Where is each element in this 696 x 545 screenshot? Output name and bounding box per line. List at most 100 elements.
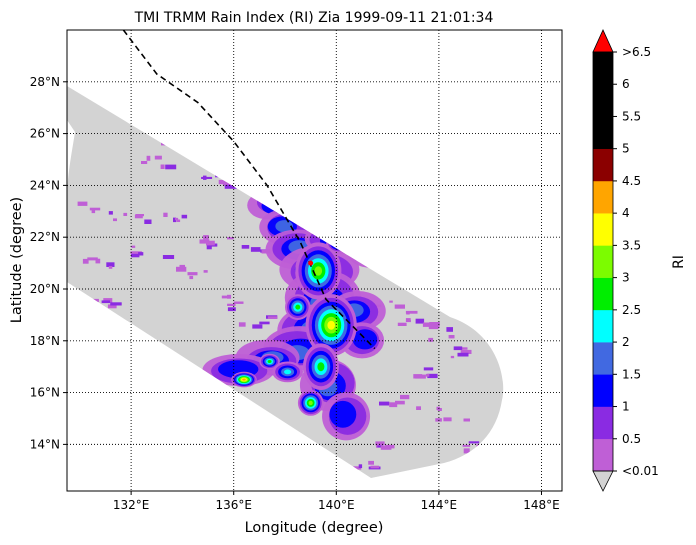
colorbar-segment xyxy=(593,374,613,407)
colorbar-tick-label: 5.5 xyxy=(622,109,641,123)
rain-pixel xyxy=(95,258,101,264)
rain-pixel xyxy=(87,257,98,261)
rain-pixel xyxy=(233,301,244,304)
y-tick-label: 28°N xyxy=(30,75,60,89)
rain-pixel xyxy=(267,316,278,319)
rain-pixel xyxy=(106,262,115,267)
colorbar-tick-label: 3.5 xyxy=(622,238,641,252)
rain-pixel xyxy=(460,349,472,354)
rain-cell xyxy=(326,232,352,253)
colorbar-segment xyxy=(593,116,613,149)
y-axis: 14°N 16°N 18°N 20°N 22°N 24°N 26°N 28°N xyxy=(30,75,67,451)
rain-region xyxy=(353,240,381,259)
rain-region xyxy=(352,329,378,350)
rain-pixel xyxy=(254,191,262,195)
rain-pixel xyxy=(82,258,89,264)
rain-pixel xyxy=(446,327,453,332)
y-tick-label: 18°N xyxy=(30,334,60,348)
colorbar-tick-label: 2.5 xyxy=(622,303,641,317)
rain-pixel xyxy=(462,444,471,447)
rain-pixel xyxy=(413,374,423,379)
rain-pixel xyxy=(130,251,142,254)
rain-pixel xyxy=(199,239,210,244)
rain-pixel xyxy=(162,255,175,259)
storm-track-line xyxy=(122,30,376,350)
rain-pixel xyxy=(189,275,194,280)
rain-cell xyxy=(317,362,325,372)
rain-pixel xyxy=(227,303,236,306)
colorbar-segment xyxy=(593,406,613,440)
colorbar-tick-label: 2 xyxy=(622,335,630,349)
plot-frame xyxy=(66,29,563,492)
rain-cell xyxy=(314,266,323,276)
rain-pixel xyxy=(131,253,140,258)
rain-pixel xyxy=(405,318,411,322)
rain-pixel xyxy=(252,324,263,329)
rain-pixel xyxy=(179,264,185,269)
rain-pixel xyxy=(138,252,144,256)
rain-pixel xyxy=(377,445,384,448)
rain-cell xyxy=(242,378,246,381)
chart-title: TMI TRMM Rain Index (RI) Zia 1999-09-11 … xyxy=(134,10,494,26)
rain-pixel xyxy=(123,212,128,216)
y-tick-label: 20°N xyxy=(30,282,60,296)
rain-pixel xyxy=(250,247,261,252)
colorbar-segment xyxy=(593,309,613,343)
rain-pixel xyxy=(329,210,338,214)
plot-area xyxy=(67,30,562,491)
rain-region xyxy=(347,235,396,268)
rain-pixel xyxy=(256,190,261,195)
colorbar-segment xyxy=(593,213,613,246)
rain-pixel xyxy=(397,322,407,326)
rain-pixel xyxy=(293,219,305,224)
colorbar: <0.01 0.5 1 1.5 2 2.5 3 3.5 4 4.5 5 5.5 6 >6.5 xyxy=(592,29,659,492)
grid-lines xyxy=(67,30,562,491)
rain-pixel xyxy=(389,300,393,303)
rain-pixel xyxy=(415,318,425,324)
rain-pixel xyxy=(146,155,151,161)
rain-cell xyxy=(308,400,313,406)
rain-pixel xyxy=(144,219,152,224)
rain-pixel xyxy=(201,176,213,179)
rain-pixel xyxy=(187,272,198,276)
rain-pixel xyxy=(463,448,470,454)
rain-cell xyxy=(331,236,347,249)
rain-pixel xyxy=(435,418,442,422)
rain-pixel xyxy=(261,193,273,197)
rain-pixel xyxy=(474,448,484,453)
colorbar-tick-label: 0.5 xyxy=(622,432,641,446)
rain-region xyxy=(275,220,293,233)
colorbar-segment xyxy=(593,180,613,214)
rain-pixel xyxy=(173,217,177,223)
colorbar-label: RI xyxy=(671,255,687,269)
colorbar-max-extension xyxy=(592,29,614,53)
rain-pixel xyxy=(436,406,440,411)
rain-pixel xyxy=(113,218,117,222)
rain-pixel xyxy=(93,298,99,302)
rain-pixel xyxy=(427,373,438,379)
rain-cell xyxy=(329,234,349,250)
rain-pixel xyxy=(309,197,319,201)
rain-pixel xyxy=(258,186,268,190)
colorbar-tick-label: 4 xyxy=(622,206,630,220)
colorbar-tick-label: <0.01 xyxy=(622,464,659,478)
rain-pixel xyxy=(215,175,219,178)
rain-pixel xyxy=(110,302,122,306)
rain-pixel xyxy=(304,204,310,208)
rain-pixel xyxy=(463,418,470,422)
rain-pixel xyxy=(428,324,439,330)
rain-pixel xyxy=(181,214,188,219)
rain-pixel xyxy=(175,217,179,221)
colorbar-segment xyxy=(593,245,613,278)
y-tick-label: 26°N xyxy=(30,127,60,141)
rain-pixel xyxy=(203,270,208,273)
colorbar-frame xyxy=(592,51,614,472)
y-axis-label: Latitude (degree) xyxy=(9,197,25,323)
rain-pixel xyxy=(394,304,405,309)
rain-pixel xyxy=(161,141,167,146)
rain-pixel xyxy=(353,466,362,470)
rain-pixel xyxy=(91,209,96,214)
rain-pixel xyxy=(379,401,390,406)
rain-pixel xyxy=(259,321,270,325)
